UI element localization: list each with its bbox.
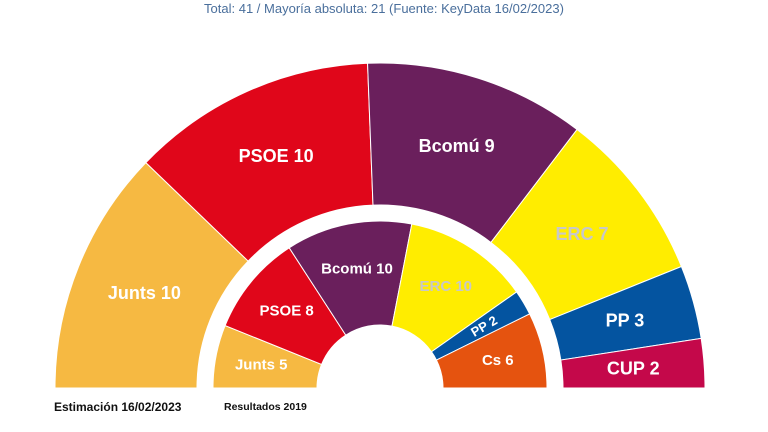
chart-title: Total: 41 / Mayoría absoluta: 21 (Fuente… (204, 1, 564, 16)
inner-label-bcomú: Bcomú 10 (321, 261, 393, 278)
outer-label-bcomú: Bcomú 9 (419, 136, 495, 156)
outer-ring-caption: Estimación 16/02/2023 (54, 400, 182, 414)
outer-label-junts: Junts 10 (108, 283, 181, 303)
outer-label-erc: ERC 7 (555, 224, 608, 244)
inner-label-junts: Junts 5 (235, 356, 288, 373)
outer-label-cup: CUP 2 (607, 359, 660, 379)
outer-seat-segment-cup (560, 337, 706, 389)
inner-label-psoe: PSOE 8 (260, 303, 314, 320)
inner-ring-caption: Resultados 2019 (224, 401, 307, 413)
inner-label-erc: ERC 10 (420, 278, 473, 295)
inner-seat-segment-cs (435, 313, 548, 389)
inner-label-cs: Cs 6 (482, 352, 514, 369)
outer-label-pp: PP 3 (606, 311, 645, 331)
outer-label-psoe: PSOE 10 (239, 146, 314, 166)
